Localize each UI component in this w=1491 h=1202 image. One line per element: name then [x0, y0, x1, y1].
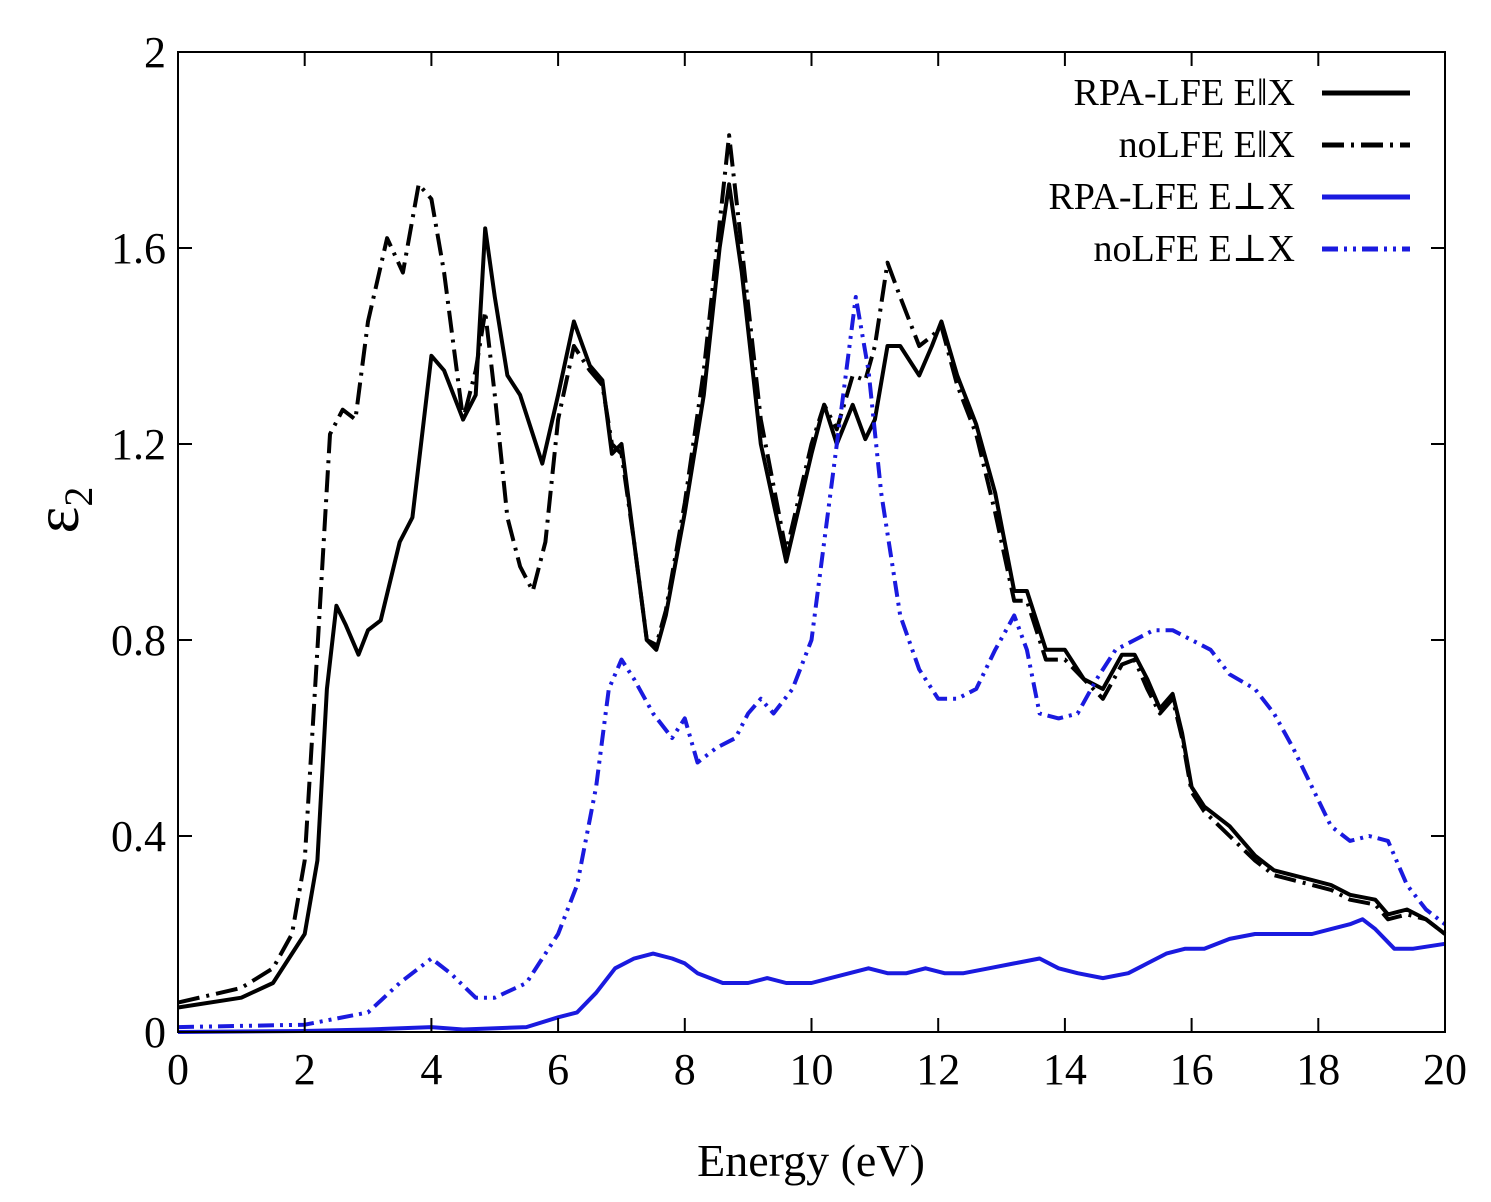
series-line-nolfe-eparx: [177, 133, 1447, 1005]
x-ticks: 0 2 4 6 8 10 12 14 16 18 20: [167, 52, 1467, 1094]
x-tick-label: 12: [916, 1045, 960, 1094]
legend: RPA-LFE E‖X noLFE E‖X RPA-LFE E⊥X noLFE E⊥X: [1048, 72, 1410, 270]
y-axis-title-subscript: 2: [56, 487, 101, 507]
x-axis-title: Energy (eV): [697, 1135, 925, 1186]
series-line-nolfe-eperpx: [177, 295, 1447, 1030]
y-tick-label: 0: [144, 1008, 166, 1057]
x-tick-label: 14: [1043, 1045, 1087, 1094]
series-line-rpa-lfe-eperpx: [177, 917, 1446, 1034]
y-axis-title: ε2: [21, 487, 101, 534]
x-tick-label: 16: [1170, 1045, 1214, 1094]
y-ticks: 0 0.4 0.8 1.2 1.6 2: [111, 28, 1445, 1057]
y-tick-label: 0.8: [111, 616, 166, 665]
x-tick-label: 20: [1423, 1045, 1467, 1094]
legend-label-nolfe-eparx: noLFE E‖X: [1119, 124, 1295, 166]
legend-label-nolfe-eperpx: noLFE E⊥X: [1094, 228, 1295, 270]
x-tick-label: 8: [674, 1045, 696, 1094]
y-tick-label: 0.4: [111, 812, 166, 861]
x-tick-label: 0: [167, 1045, 189, 1094]
y-axis-title-symbol: ε: [21, 507, 92, 534]
legend-label-rpa-lfe-eparx: RPA-LFE E‖X: [1074, 72, 1295, 114]
x-tick-label: 2: [294, 1045, 316, 1094]
x-tick-label: 10: [790, 1045, 834, 1094]
legend-label-rpa-lfe-eperpx: RPA-LFE E⊥X: [1048, 176, 1295, 218]
y-tick-label: 1.6: [111, 224, 166, 273]
y-tick-label: 1.2: [111, 420, 166, 469]
series-layer: [177, 133, 1447, 1034]
x-tick-label: 4: [420, 1045, 442, 1094]
y-tick-label: 2: [144, 28, 166, 77]
series-line-rpa-lfe-eparx: [177, 182, 1447, 1010]
x-tick-label: 18: [1296, 1045, 1340, 1094]
x-tick-label: 6: [547, 1045, 569, 1094]
